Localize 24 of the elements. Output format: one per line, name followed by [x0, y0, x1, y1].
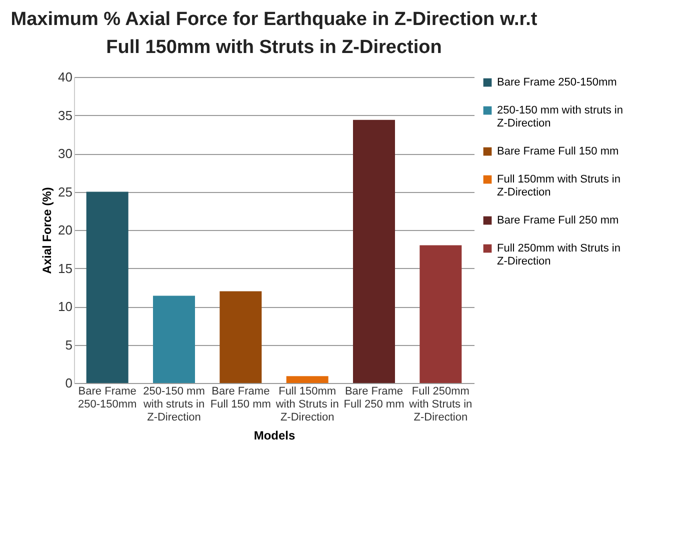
- y-tick-label: 15: [58, 260, 72, 276]
- x-tick-label: 250-150 mm with struts in Z-Direction: [142, 386, 205, 424]
- x-tick-label: Bare Frame Full 150 mm: [210, 386, 271, 410]
- y-tick-label: 30: [58, 146, 72, 161]
- legend-label: Bare Frame Full 250 mm: [497, 214, 619, 226]
- x-tick-label: Full 250mm with Struts in Z-Direction: [408, 386, 472, 424]
- legend-label: Full 150mm with Struts in Z-Direction: [497, 174, 620, 198]
- legend-label: 250-150 mm with struts in Z-Direction: [497, 104, 623, 130]
- y-tick-label: 5: [65, 337, 72, 352]
- x-tick-label: Full 150mm with Struts in Z-Direction: [274, 386, 339, 424]
- y-tick-label: 35: [58, 108, 72, 123]
- y-tick-label: 20: [58, 222, 72, 238]
- x-tick-label: Bare Frame 250-150mm: [78, 386, 137, 410]
- x-axis-title: Models: [254, 428, 296, 442]
- x-tick-label: Bare Frame Full 250 mm: [344, 386, 404, 410]
- chart-title: Maximum % Axial Force for Earthquake in Z-Direction w.r.t Full 150mm with Struts in Z-Direction: [10, 9, 538, 58]
- y-axis-title: Axial Force (%): [40, 187, 54, 274]
- y-tick-label: 0: [65, 376, 72, 390]
- y-tick-label: 25: [58, 184, 72, 200]
- legend-label: Full 250mm with Struts in Z-Direction: [497, 242, 620, 268]
- y-tick-label: 10: [58, 299, 72, 314]
- legend-label: Bare Frame 250-150mm: [497, 76, 617, 88]
- y-tick-label: 40: [58, 70, 72, 84]
- legend-label: Bare Frame Full 150 mm: [497, 146, 619, 158]
